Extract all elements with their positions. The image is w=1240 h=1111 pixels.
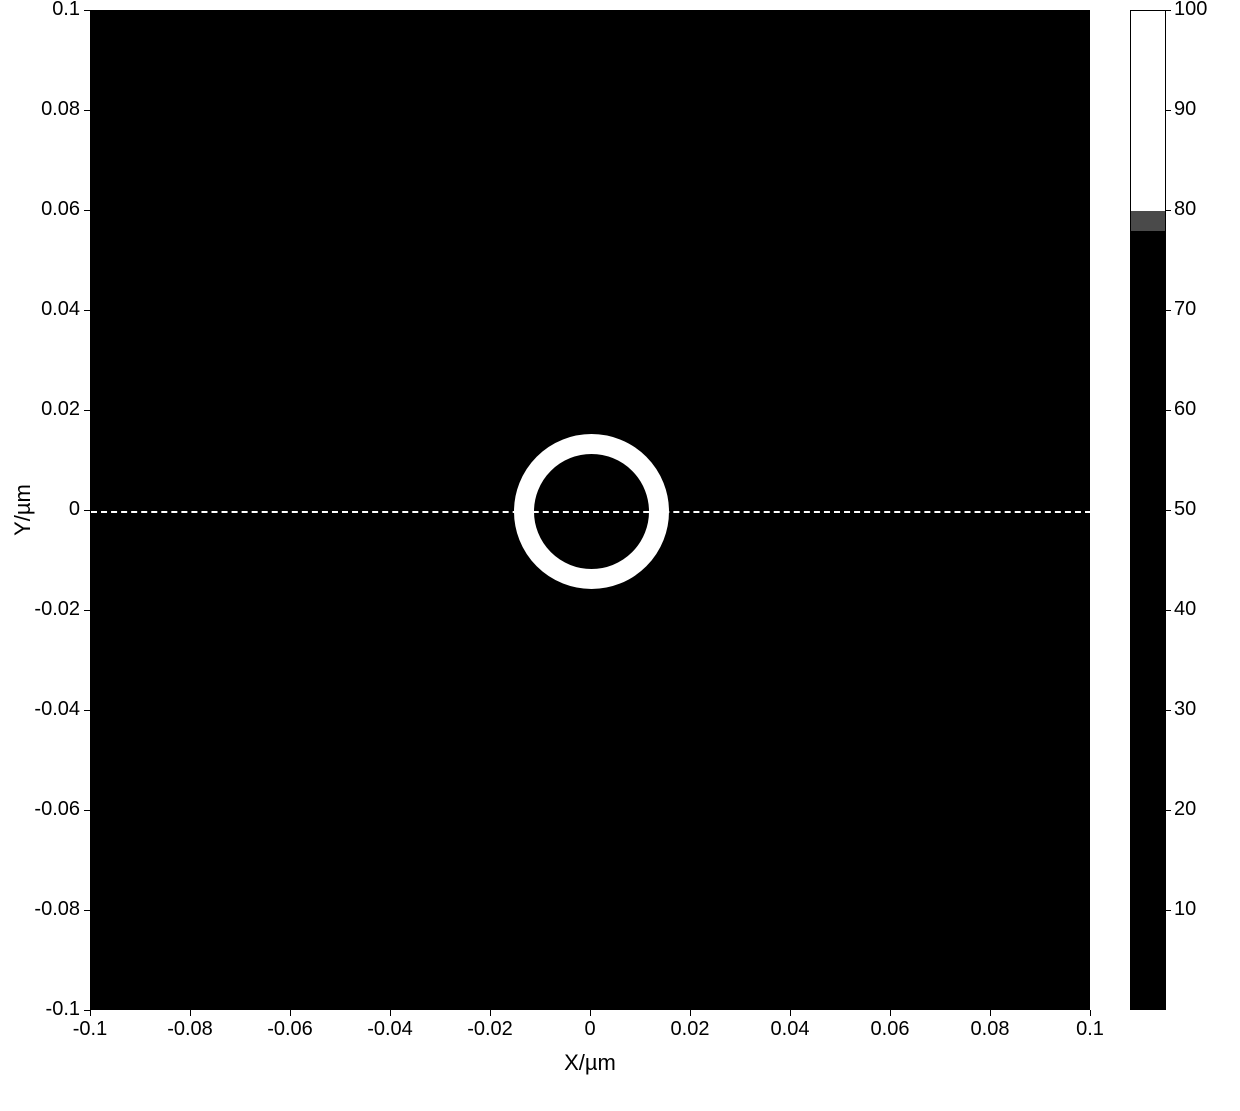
x-tick — [290, 1010, 291, 1016]
ring-feature — [514, 434, 669, 589]
colorbar-tick-label: 30 — [1174, 698, 1196, 721]
y-tick-label: -0.1 — [10, 998, 80, 1021]
colorbar-tick-label: 80 — [1174, 198, 1196, 221]
y-tick-label: -0.08 — [10, 898, 80, 921]
colorbar — [1130, 10, 1166, 1010]
x-tick — [690, 1010, 691, 1016]
y-tick-label: 0.02 — [10, 398, 80, 421]
colorbar-segment — [1131, 231, 1165, 1010]
y-tick — [84, 110, 90, 111]
colorbar-segment — [1131, 11, 1165, 211]
colorbar-tick-label: 100 — [1174, 0, 1207, 21]
y-tick-label: -0.02 — [10, 598, 80, 621]
x-tick — [1090, 1010, 1091, 1016]
x-tick — [890, 1010, 891, 1016]
y-tick — [84, 410, 90, 411]
x-tick-label: 0.06 — [850, 1018, 930, 1041]
colorbar-tick — [1166, 610, 1171, 611]
x-tick — [990, 1010, 991, 1016]
colorbar-tick-label: 70 — [1174, 298, 1196, 321]
y-tick — [84, 310, 90, 311]
y-tick — [84, 510, 90, 511]
colorbar-tick — [1166, 910, 1171, 911]
y-tick-label: -0.04 — [10, 698, 80, 721]
y-tick — [84, 910, 90, 911]
colorbar-tick-label: 40 — [1174, 598, 1196, 621]
x-tick — [490, 1010, 491, 1016]
y-tick — [84, 10, 90, 11]
y-tick-label: 0 — [10, 498, 80, 521]
colorbar-tick — [1166, 410, 1171, 411]
figure: X/µm Y/µm -0.1-0.08-0.06-0.04-0.0200.020… — [0, 0, 1240, 1111]
y-tick — [84, 210, 90, 211]
y-tick — [84, 610, 90, 611]
y-tick — [84, 1010, 90, 1011]
colorbar-tick — [1166, 510, 1171, 511]
colorbar-tick-label: 20 — [1174, 798, 1196, 821]
colorbar-tick — [1166, 710, 1171, 711]
x-tick-label: -0.1 — [50, 1018, 130, 1041]
x-tick-label: 0.1 — [1050, 1018, 1130, 1041]
colorbar-tick-label: 60 — [1174, 398, 1196, 421]
colorbar-tick-label: 10 — [1174, 898, 1196, 921]
x-tick-label: 0 — [550, 1018, 630, 1041]
x-tick-label: -0.04 — [350, 1018, 430, 1041]
colorbar-tick — [1166, 110, 1171, 111]
x-tick — [90, 1010, 91, 1016]
y-tick-label: 0.1 — [10, 0, 80, 21]
x-tick — [590, 1010, 591, 1016]
x-tick-label: -0.08 — [150, 1018, 230, 1041]
y-tick-label: -0.06 — [10, 798, 80, 821]
colorbar-tick-label: 90 — [1174, 98, 1196, 121]
y-tick — [84, 810, 90, 811]
plot-area — [90, 10, 1090, 1010]
x-tick-label: 0.02 — [650, 1018, 730, 1041]
y-tick-label: 0.06 — [10, 198, 80, 221]
x-axis-label: X/µm — [490, 1050, 690, 1076]
x-tick-label: 0.08 — [950, 1018, 1030, 1041]
x-tick-label: -0.02 — [450, 1018, 530, 1041]
colorbar-tick-label: 50 — [1174, 498, 1196, 521]
x-tick — [790, 1010, 791, 1016]
colorbar-tick — [1166, 210, 1171, 211]
colorbar-tick — [1166, 810, 1171, 811]
x-tick — [390, 1010, 391, 1016]
x-tick — [190, 1010, 191, 1016]
x-tick-label: -0.06 — [250, 1018, 330, 1041]
x-tick-label: 0.04 — [750, 1018, 830, 1041]
y-tick — [84, 710, 90, 711]
colorbar-tick — [1166, 10, 1171, 11]
colorbar-segment — [1131, 211, 1165, 231]
y-tick-label: 0.08 — [10, 98, 80, 121]
colorbar-tick — [1166, 310, 1171, 311]
y-tick-label: 0.04 — [10, 298, 80, 321]
